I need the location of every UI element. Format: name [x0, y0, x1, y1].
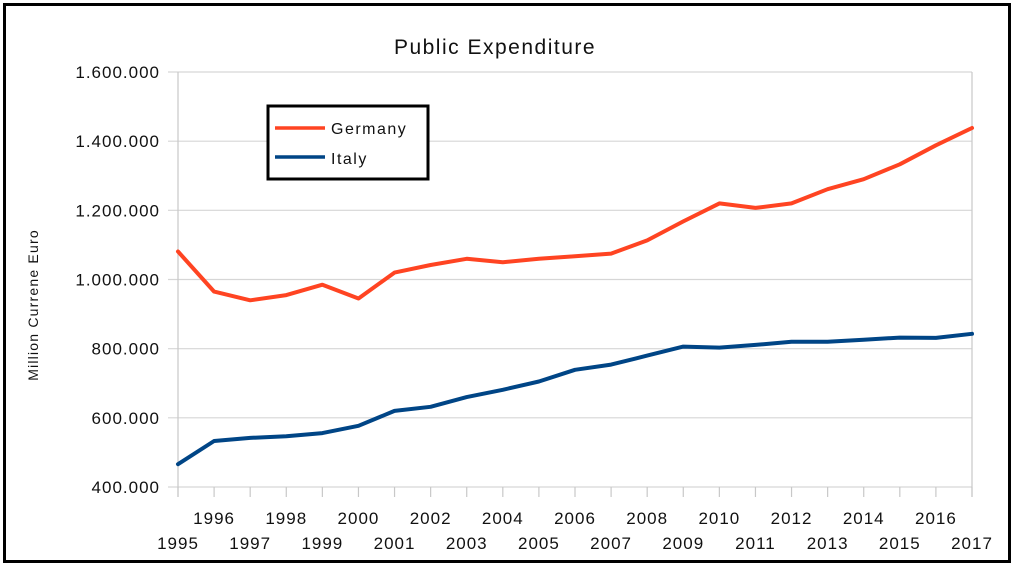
- y-tick-label: 1.600.000: [75, 63, 160, 82]
- legend-label-germany: Germany: [331, 121, 407, 138]
- y-tick-label: 1.200.000: [75, 201, 160, 220]
- y-tick-label: 800.000: [92, 340, 160, 359]
- chart-title: Public Expenditure: [394, 36, 596, 59]
- x-tick-label: 2015: [879, 534, 921, 553]
- x-tick-label: 2011: [735, 534, 776, 553]
- x-tick-label: 1999: [301, 534, 343, 553]
- y-tick-label: 1.400.000: [75, 132, 160, 151]
- x-tick-label: 1995: [157, 534, 199, 553]
- y-tick-label: 400.000: [92, 478, 160, 497]
- x-tick-label: 1996: [193, 509, 235, 528]
- x-tick-label: 2012: [771, 509, 813, 528]
- x-tick-label: 2014: [843, 509, 885, 528]
- x-tick-label: 2001: [374, 534, 416, 553]
- y-tick-label: 1.000.000: [75, 271, 160, 290]
- x-tick-label: 2004: [482, 509, 524, 528]
- x-tick-label: 2016: [915, 509, 957, 528]
- x-tick-label: 2002: [410, 509, 452, 528]
- x-tick-label: 1997: [229, 534, 271, 553]
- x-tick-label: 2013: [807, 534, 849, 553]
- series-line-italy: [176, 331, 974, 467]
- x-tick-label: 2007: [590, 534, 632, 553]
- x-tick-label: 2005: [518, 534, 560, 553]
- x-tick-label: 2008: [626, 509, 668, 528]
- x-tick-label: 2003: [446, 534, 488, 553]
- legend-box: [266, 104, 430, 181]
- x-tick-label: 2000: [338, 509, 380, 528]
- y-axis-label: Million Currene Euro: [25, 229, 41, 381]
- y-tick-label: 600.000: [92, 409, 160, 428]
- legend: Germany Italy: [266, 104, 430, 181]
- legend-label-italy: Italy: [331, 151, 368, 168]
- chart-frame: [3, 3, 1011, 563]
- x-tick-label: 2017: [951, 534, 993, 553]
- x-tick-label: 2006: [554, 509, 596, 528]
- x-tick-label: 2010: [698, 509, 740, 528]
- x-tick-label: 1998: [265, 509, 307, 528]
- x-tick-label: 2009: [662, 534, 704, 553]
